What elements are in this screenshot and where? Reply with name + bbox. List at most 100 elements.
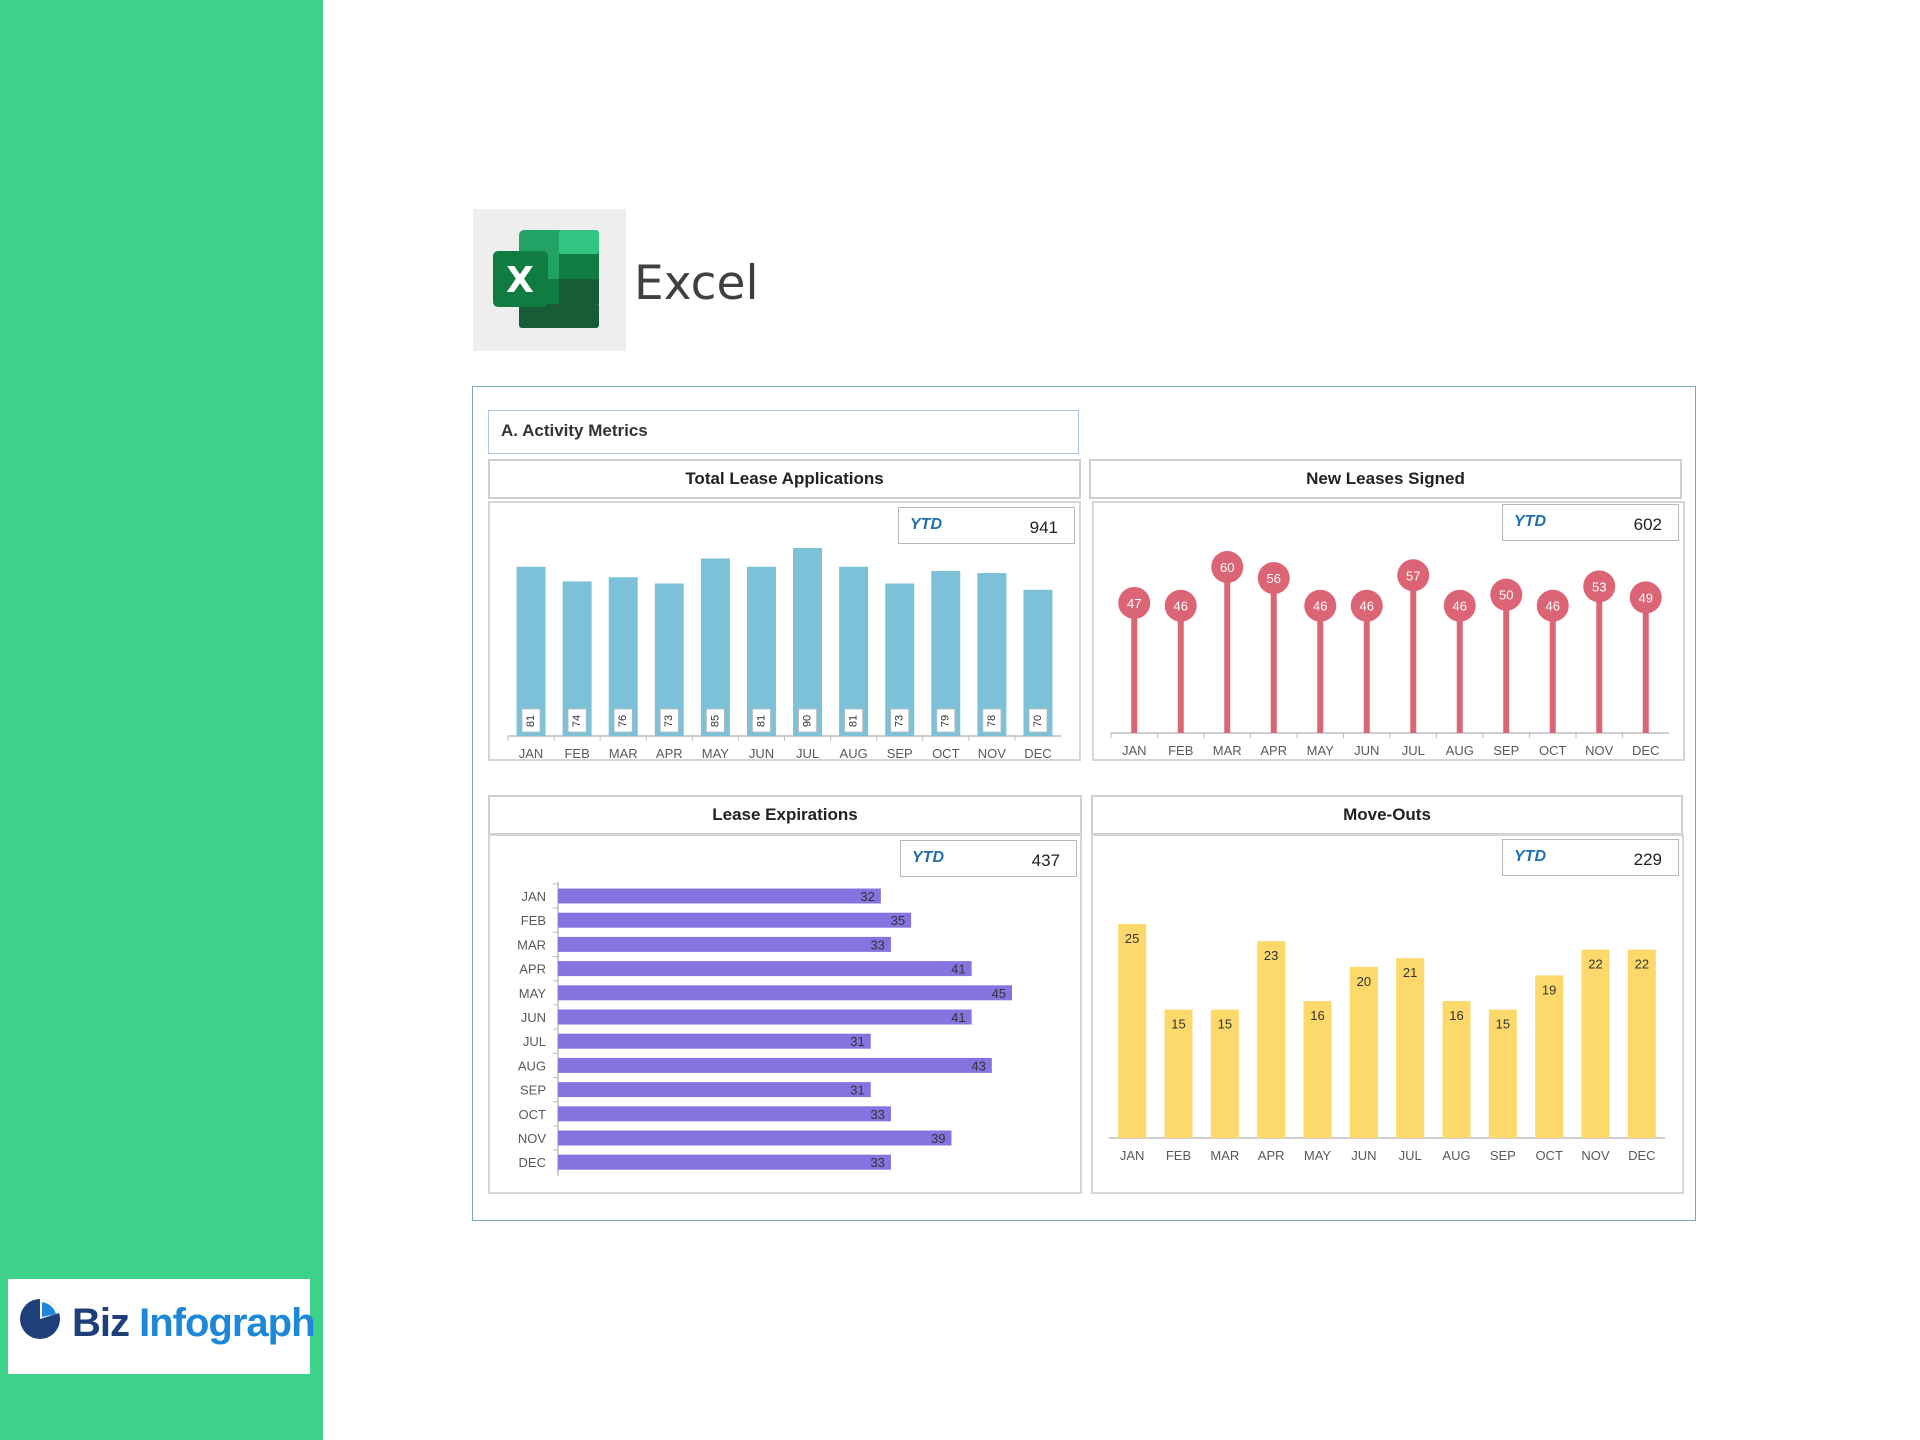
applications-chart-header: Total Lease Applications xyxy=(488,459,1081,499)
move-outs-bar xyxy=(1257,941,1286,1138)
dashboard: A. Activity Metrics Total Lease Applicat… xyxy=(472,386,1696,1221)
leases-signed-x-tick-label: OCT xyxy=(1539,743,1567,758)
move-outs-x-tick-label: JAN xyxy=(1120,1148,1145,1163)
applications-data-label: 79 xyxy=(940,715,952,727)
applications-chart-panel: 81 JAN 74 FEB 76 MAR 73 APR 85 MAY 81 JUN 90 JUL 81 AUG… xyxy=(488,501,1081,761)
move-outs-ytd-box: YTD 229 xyxy=(1502,839,1679,876)
expirations-bar xyxy=(558,1033,871,1049)
excel-icon-letter: X xyxy=(506,260,534,301)
move-outs-bar xyxy=(1349,966,1378,1138)
leases-signed-data-label: 46 xyxy=(1360,599,1374,614)
leases-signed-marker xyxy=(1443,589,1476,622)
brand-name: Biz Infograph xyxy=(72,1301,316,1346)
expirations-chart: 32 JAN 35 FEB 33 MAR 41 APR 45 MAY 41 JUN 31 JUL 43 AUG… xyxy=(517,882,1012,1177)
move-outs-ytd-label: YTD xyxy=(1514,848,1546,865)
move-outs-bar xyxy=(1535,975,1564,1138)
leases-signed-marker xyxy=(1164,589,1197,622)
expirations-bar xyxy=(558,985,1012,1001)
applications-bar xyxy=(839,566,869,736)
expirations-ytd-value: 437 xyxy=(1031,851,1060,870)
leases-signed-x-tick-label: SEP xyxy=(1493,743,1519,758)
applications-chart: 81 JAN 74 FEB 76 MAR 73 APR 85 MAY 81 JUN 90 JUL 81 AUG… xyxy=(507,548,1061,759)
move-outs-bar xyxy=(1442,1001,1471,1138)
expirations-y-tick-label: AUG xyxy=(518,1058,546,1073)
move-outs-bar xyxy=(1210,1009,1239,1138)
applications-data-label: 81 xyxy=(525,715,537,727)
expirations-bar xyxy=(558,888,881,904)
leases-signed-data-label: 46 xyxy=(1453,599,1467,614)
expirations-data-label: 41 xyxy=(951,1010,965,1025)
applications-data-label-box xyxy=(890,708,910,733)
expirations-y-tick-label: JUN xyxy=(521,1010,546,1025)
leases-signed-marker xyxy=(1583,570,1616,603)
expirations-bar xyxy=(558,961,972,977)
applications-x-tick-label: APR xyxy=(656,746,683,759)
expirations-y-tick-label: MAY xyxy=(519,986,547,1001)
applications-data-label: 81 xyxy=(755,715,767,727)
app-icon-tile: X xyxy=(473,209,626,351)
leases-signed-data-label: 46 xyxy=(1313,599,1327,614)
applications-data-label-box xyxy=(798,708,817,733)
leases-signed-marker xyxy=(1536,589,1569,622)
leases-signed-x-tick-label: FEB xyxy=(1168,743,1193,758)
applications-x-tick-label: NOV xyxy=(978,746,1007,759)
leases-signed-marker xyxy=(1304,589,1337,622)
leases-signed-x-tick-label: AUG xyxy=(1446,743,1474,758)
expirations-bar xyxy=(558,1082,871,1098)
leases-signed-marker xyxy=(1118,586,1151,619)
applications-x-tick-label: AUG xyxy=(840,746,868,759)
brand-name-part2: Infograph xyxy=(139,1301,315,1345)
move-outs-chart-header: Move-Outs xyxy=(1091,795,1683,835)
leases-signed-marker xyxy=(1629,581,1662,614)
leases-signed-x-tick-label: APR xyxy=(1260,743,1287,758)
leases-signed-x-tick-label: MAY xyxy=(1307,743,1335,758)
expirations-bar xyxy=(558,1154,891,1170)
applications-x-tick-label: SEP xyxy=(887,746,913,759)
applications-bar xyxy=(931,570,961,736)
expirations-data-label: 33 xyxy=(870,1107,884,1122)
move-outs-data-label: 22 xyxy=(1588,957,1602,972)
leases-signed-data-label: 56 xyxy=(1267,571,1281,586)
leases-signed-chart-header: New Leases Signed xyxy=(1089,459,1682,499)
move-outs-data-label: 20 xyxy=(1357,974,1371,989)
expirations-bar xyxy=(558,1057,992,1073)
move-outs-bar xyxy=(1118,924,1147,1138)
move-outs-bar xyxy=(1488,1009,1517,1138)
move-outs-bar xyxy=(1396,958,1425,1138)
applications-data-label-box xyxy=(752,708,771,733)
expirations-data-label: 41 xyxy=(951,962,965,977)
applications-bar xyxy=(793,548,823,736)
move-outs-x-tick-label: SEP xyxy=(1490,1148,1516,1163)
expirations-bar xyxy=(558,1009,972,1025)
brand-logo: Biz Infograph xyxy=(8,1279,316,1374)
move-outs-ytd-value: 229 xyxy=(1633,850,1662,869)
move-outs-chart-panel: 25 JAN 15 FEB 15 MAR 23 APR 16 MAY 20 JUN 21 JUL 16 AUG… xyxy=(1091,834,1684,1194)
applications-data-label: 85 xyxy=(709,715,721,727)
applications-x-tick-label: MAR xyxy=(609,746,638,759)
leases-signed-marker xyxy=(1350,589,1383,622)
expirations-ytd-label: YTD xyxy=(912,849,944,866)
expirations-data-label: 32 xyxy=(860,889,874,904)
applications-data-label-box xyxy=(844,708,864,733)
applications-bar xyxy=(746,566,776,736)
applications-data-label-box xyxy=(659,708,679,733)
section-title-box: A. Activity Metrics xyxy=(488,410,1079,454)
leases-signed-x-tick-label: JAN xyxy=(1122,743,1147,758)
leases-signed-data-label: 53 xyxy=(1592,579,1606,594)
move-outs-data-label: 15 xyxy=(1496,1017,1510,1032)
expirations-data-label: 35 xyxy=(891,913,905,928)
leases-signed-marker xyxy=(1257,562,1290,595)
move-outs-data-label: 22 xyxy=(1635,957,1649,972)
move-outs-x-tick-label: NOV xyxy=(1581,1148,1610,1163)
move-outs-x-tick-label: MAY xyxy=(1304,1148,1332,1163)
applications-data-label: 73 xyxy=(663,715,675,727)
expirations-y-tick-label: FEB xyxy=(521,913,546,928)
applications-data-label-box xyxy=(1028,708,1048,733)
expirations-bar xyxy=(558,1106,891,1122)
applications-data-label-box xyxy=(521,708,541,733)
leases-signed-x-tick-label: JUN xyxy=(1354,743,1379,758)
expirations-data-label: 39 xyxy=(931,1131,945,1146)
expirations-y-tick-label: DEC xyxy=(519,1155,546,1170)
applications-data-label-box xyxy=(705,708,725,733)
applications-data-label-box xyxy=(613,708,633,733)
